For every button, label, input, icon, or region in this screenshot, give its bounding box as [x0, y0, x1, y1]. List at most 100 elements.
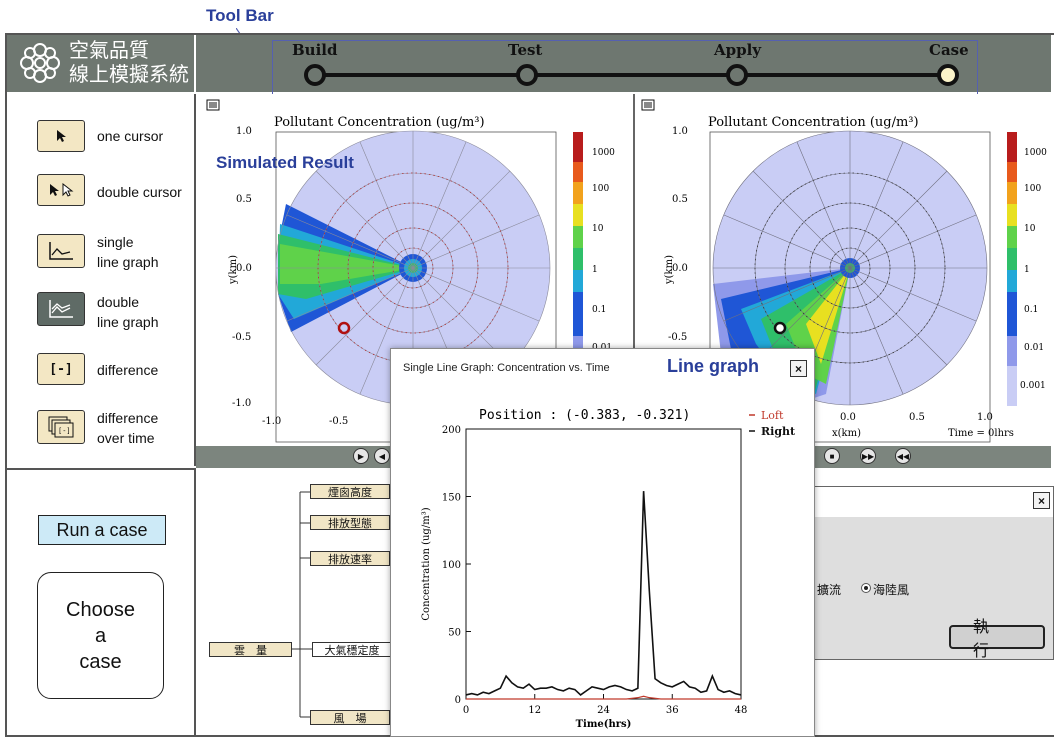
right-time-readout: Time = 0lhrs	[948, 428, 1014, 439]
radio-option-1-label[interactable]: 擴流	[817, 583, 842, 597]
chart-title: Position : (-0.383, -0.321)	[479, 408, 690, 423]
app-logo: 空氣品質 線上模擬系統	[7, 35, 194, 92]
parameter-dialog-body: 擴流 海陸風 執 行	[813, 517, 1053, 660]
difference-over-time-label-1: difference	[97, 410, 159, 426]
simulated-result-annotation: Simulated Result	[216, 153, 354, 172]
double-cursor-label: double cursor	[97, 184, 182, 200]
x-tick-label: 36	[666, 705, 679, 716]
nav-step-case[interactable]: Case	[929, 41, 969, 59]
right-cursor-marker[interactable]	[773, 321, 787, 335]
difference-button[interactable]: [-]	[37, 353, 85, 385]
right-colorbar-label-2: 10	[1024, 224, 1036, 234]
single-line-graph-popup: Single Line Graph: Concentration vs. Tim…	[390, 348, 815, 737]
left-menu-icon[interactable]	[206, 99, 220, 111]
difference-over-time-button[interactable]: [-]	[37, 410, 85, 444]
double-line-graph-label: double line graph	[97, 292, 159, 332]
left-ytick-1: 0.5	[236, 194, 252, 205]
double-line-graph-button[interactable]	[37, 292, 85, 326]
line-graph-chart[interactable]: Position : (-0.383, -0.321) 0 12 24 36 48 0 50 1…	[391, 391, 814, 736]
nav-step-apply[interactable]: Apply	[714, 41, 762, 59]
play-button[interactable]: ▶	[353, 448, 369, 464]
one-cursor-button[interactable]	[37, 120, 85, 152]
difference-label: difference	[97, 362, 159, 378]
right-colorbar-label-0: 1000	[1024, 148, 1047, 158]
double-line-graph-label-2: line graph	[97, 314, 159, 330]
double-cursor-icon	[50, 183, 74, 197]
right-xtick-2: 1.0	[977, 412, 993, 423]
right-colorbar-label-3: 1	[1024, 265, 1030, 275]
nav-step-build[interactable]: Build	[292, 41, 338, 59]
app-title-line1: 空氣品質	[69, 38, 149, 62]
fast-forward-button[interactable]: ▶▶	[860, 448, 876, 464]
single-line-graph-button[interactable]	[37, 234, 85, 268]
choose-case-label-1: Choose	[66, 598, 135, 621]
right-xlabel: x(km)	[832, 428, 861, 439]
y-tick-label: 0	[455, 695, 461, 706]
series-line-right	[465, 491, 742, 696]
x-tick-label: 48	[735, 705, 748, 716]
execute-button[interactable]: 執 行	[949, 617, 1045, 660]
left-plot-title: Pollutant Concentration (ug/m³)	[274, 115, 485, 130]
right-plot-title: Pollutant Concentration (ug/m³)	[708, 115, 919, 130]
left-colorbar-label-3: 1	[592, 265, 598, 275]
parameter-dialog-header: ×	[813, 487, 1053, 518]
stop-button[interactable]: ■	[824, 448, 840, 464]
parameter-dialog-close-button[interactable]: ×	[1033, 492, 1050, 509]
run-case-button[interactable]: Run a case	[38, 515, 166, 545]
left-ytick-0: 1.0	[236, 126, 252, 137]
left-ytick-2: 0.0	[236, 263, 252, 274]
choose-case-label-3: case	[79, 650, 122, 673]
double-cursor-button[interactable]	[37, 174, 85, 206]
flow-node-wind-field[interactable]: 風 場	[310, 710, 390, 725]
right-menu-icon[interactable]	[641, 99, 655, 111]
case-actions: Run a case Choose a case	[7, 468, 196, 735]
flow-node-emission-type[interactable]: 排放型態	[310, 515, 390, 530]
stacked-difference-icon: [-]	[48, 416, 74, 438]
left-colorbar	[573, 132, 583, 376]
difference-over-time-label-2: over time	[97, 430, 155, 446]
left-xtick-0: -1.0	[262, 416, 281, 427]
choose-case-button[interactable]: Choose a case	[37, 572, 164, 699]
left-colorbar-label-1: 100	[592, 184, 609, 194]
left-cursor-marker[interactable]	[337, 321, 351, 335]
tool-panel: one cursor double cursor single line gra…	[7, 94, 196, 466]
right-ytick-2: 0.0	[672, 263, 688, 274]
flow-node-emission-rate[interactable]: 排放速率	[310, 551, 390, 566]
nav-node-test[interactable]	[516, 64, 538, 86]
single-line-graph-label-1: single	[97, 234, 134, 250]
left-colorbar-label-0: 1000	[592, 148, 615, 158]
plot-frame	[465, 428, 742, 700]
flow-node-stability[interactable]: 大氣穩定度	[312, 642, 392, 657]
y-axis-label: Concentration (ug/m³)	[421, 507, 432, 620]
nav-step-test[interactable]: Test	[508, 41, 543, 59]
line-graph-annotation: Line graph	[667, 356, 760, 376]
right-ytick-3: -0.5	[668, 332, 687, 343]
legend-label-loft: Loft	[761, 409, 784, 422]
svg-text:[-]: [-]	[58, 427, 71, 435]
rewind-button[interactable]: ◀◀	[895, 448, 911, 464]
right-colorbar-label-4: 0.1	[1024, 305, 1038, 315]
nav-node-build[interactable]	[304, 64, 326, 86]
nav-node-case[interactable]	[937, 64, 959, 86]
y-tick-label: 200	[442, 425, 461, 436]
right-xtick-1: 0.5	[909, 412, 925, 423]
left-colorbar-label-2: 10	[592, 224, 604, 234]
playback-button-2[interactable]: ◀	[374, 448, 390, 464]
legend-label-right: Right	[761, 425, 796, 438]
double-line-graph-icon	[49, 300, 73, 318]
right-colorbar	[1007, 132, 1017, 406]
radio-option-2-label[interactable]: 海陸風	[873, 583, 910, 597]
flow-node-stack-height[interactable]: 煙囪高度	[310, 484, 390, 499]
right-ytick-1: 0.5	[672, 194, 688, 205]
nav-node-apply[interactable]	[726, 64, 748, 86]
series-line-loft	[466, 695, 741, 700]
app-title-line2: 線上模擬系統	[69, 62, 189, 86]
x-tick-label: 0	[463, 705, 469, 716]
popup-close-button[interactable]: ×	[790, 360, 807, 377]
left-colorbar-label-4: 0.1	[592, 305, 606, 315]
stop-icon: ■	[829, 451, 835, 461]
left-polar-field[interactable]	[275, 130, 551, 406]
flow-node-cloud-cover[interactable]: 雲 量	[209, 642, 292, 657]
left-ytick-3: -0.5	[232, 332, 251, 343]
concentration-plots: Pollutant Concentration (ug/m³) 1.0	[206, 94, 1047, 446]
